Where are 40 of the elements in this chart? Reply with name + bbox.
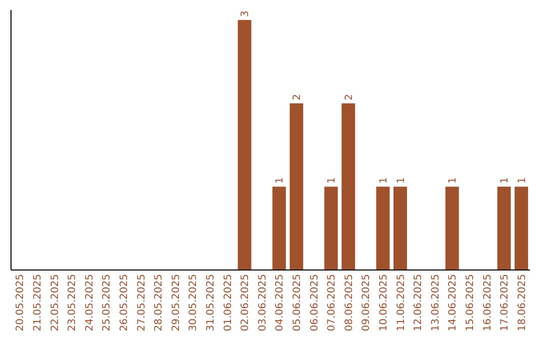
x-tick-label: 05.06.2025: [292, 274, 303, 332]
x-tick-label: 10.06.2025: [378, 274, 390, 332]
data-label: 1: [326, 177, 338, 184]
x-tick-label: 14.06.2025: [448, 274, 459, 332]
x-tick-label: 12.06.2025: [413, 274, 424, 332]
x-tick-label: 29.05.2025: [170, 274, 182, 332]
x-tick-label: 16.06.2025: [482, 274, 494, 332]
x-tick-label: 09.06.2025: [361, 274, 372, 332]
x-tick-label: 03.06.2025: [257, 274, 268, 332]
x-tick-label: 04.06.2025: [274, 274, 286, 332]
x-tick-label: 30.05.2025: [188, 274, 200, 332]
x-tick-label: 23.05.2025: [67, 274, 78, 332]
x-tick-label: 02.06.2025: [240, 274, 252, 332]
data-label: 1: [500, 177, 511, 184]
x-tick-label: 25.05.2025: [102, 274, 113, 332]
x-tick-label: 20.05.2025: [15, 274, 26, 332]
x-tick-label: 28.05.2025: [154, 274, 165, 332]
x-tick-label: 18.06.2025: [516, 274, 528, 332]
x-tick-label: 22.05.2025: [50, 274, 61, 332]
x-tick-label: 26.05.2025: [118, 274, 130, 332]
x-tick-label: 01.06.2025: [222, 274, 234, 332]
data-label: 2: [344, 94, 355, 100]
data-label: 1: [516, 177, 528, 184]
data-label: 1: [396, 177, 407, 184]
x-tick-label: 08.06.2025: [344, 274, 355, 332]
x-tick-label: 27.05.2025: [136, 274, 148, 332]
x-tick-label: 17.06.2025: [500, 274, 511, 332]
data-label: 1: [274, 177, 286, 184]
data-label: 1: [448, 177, 459, 184]
x-tick-label: 24.05.2025: [84, 274, 96, 332]
data-label: 2: [292, 94, 303, 100]
data-label: 3: [240, 10, 252, 17]
data-label: 1: [378, 177, 390, 184]
x-tick-label: 13.06.2025: [430, 274, 442, 332]
x-tick-label: 15.06.2025: [464, 274, 476, 332]
x-tick-label: 21.05.2025: [32, 274, 44, 332]
x-tick-label: 07.06.2025: [326, 274, 338, 332]
x-tick-label: 11.06.2025: [396, 274, 407, 332]
x-tick-label: 31.05.2025: [205, 274, 216, 332]
x-tick-label: 06.06.2025: [309, 274, 320, 332]
